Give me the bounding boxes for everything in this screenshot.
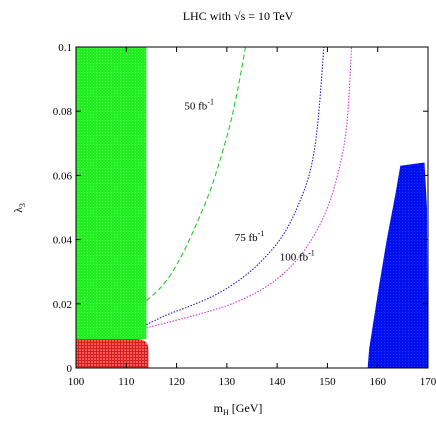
x-tick-label: 170 xyxy=(420,376,436,388)
x-tick-label: 160 xyxy=(369,376,386,388)
x-tick-label: 110 xyxy=(118,376,135,388)
y-axis-ticks: 0 0.02 0.04 0.06 0.08 0.1 xyxy=(53,42,428,375)
y-tick-label: 0 xyxy=(67,363,73,375)
x-axis-ticks: 100 110 120 130 140 150 160 170 xyxy=(68,47,436,388)
annotation-3: 100 fb-1 xyxy=(280,248,315,263)
x-axis-title: mH [GeV] xyxy=(214,401,263,417)
curve-1 xyxy=(146,47,247,302)
luminosity-curves xyxy=(146,47,353,329)
annotation-1: 50 fb-1 xyxy=(184,98,214,113)
x-tick-label: 120 xyxy=(168,376,185,388)
excluded-blue-region xyxy=(367,162,428,368)
y-tick-label: 0.1 xyxy=(58,42,72,54)
excluded-red-region xyxy=(76,339,149,368)
curve-2 xyxy=(146,47,325,326)
y-tick-label: 0.08 xyxy=(53,106,73,118)
chart-title: LHC with √s = 10 TeV xyxy=(183,9,294,23)
y-tick-label: 0.02 xyxy=(53,299,72,311)
excluded-regions xyxy=(76,47,428,368)
y-tick-label: 0.06 xyxy=(53,170,73,182)
plot-frame xyxy=(75,46,429,369)
curve-annotations: 50 fb-1 75 fb-1 100 fb-1 xyxy=(184,98,314,264)
annotation-2: 75 fb-1 xyxy=(235,229,265,244)
excluded-green-region xyxy=(76,47,147,340)
y-tick-label: 0.04 xyxy=(53,235,73,247)
x-tick-label: 150 xyxy=(319,376,336,388)
x-tick-label: 100 xyxy=(68,376,85,388)
y-axis-title: λ3 xyxy=(11,203,27,213)
x-tick-label: 140 xyxy=(269,376,286,388)
curve-3 xyxy=(146,47,353,329)
x-tick-label: 130 xyxy=(219,376,236,388)
